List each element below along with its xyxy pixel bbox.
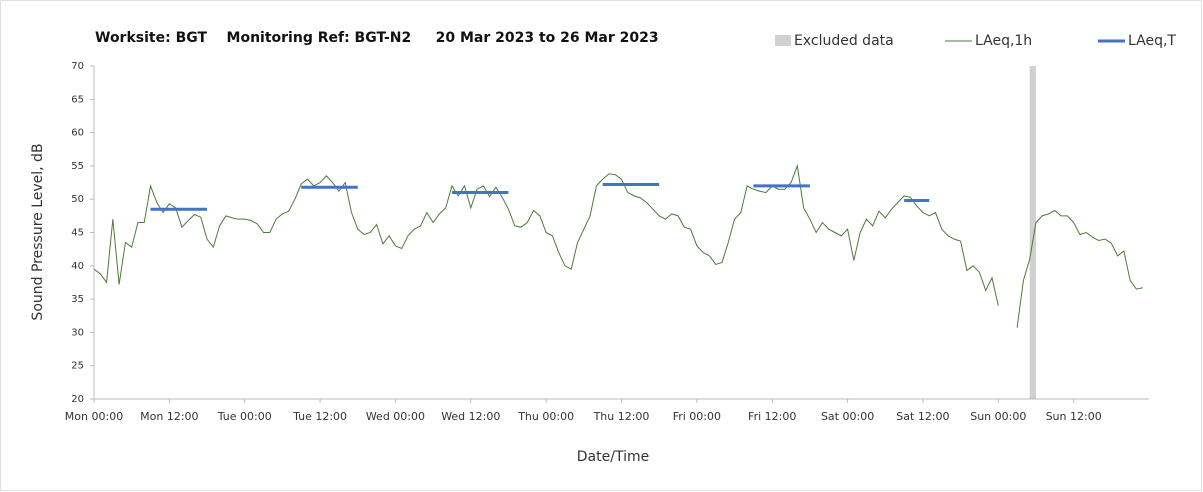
- y-tick-label: 65: [71, 94, 84, 105]
- y-tick-label: 35: [71, 294, 84, 305]
- series-line: [93, 163, 1143, 328]
- legend-label: LAeq,1h: [975, 33, 1032, 49]
- y-tick-label: 40: [71, 261, 84, 272]
- x-tick-label: Sat 00:00: [821, 410, 874, 423]
- y-tick-label: 25: [71, 361, 84, 372]
- legend-swatch: [775, 35, 791, 46]
- x-tick-label: Sat 12:00: [896, 410, 949, 423]
- y-tick-label: 20: [71, 394, 84, 405]
- x-tick-label: Mon 00:00: [65, 410, 123, 423]
- x-tick-label: Sun 12:00: [1046, 410, 1102, 423]
- legend-label: LAeq,T: [1128, 33, 1176, 49]
- y-tick-label: 50: [71, 194, 84, 205]
- legend-label: Excluded data: [794, 33, 894, 49]
- x-tick-label: Fri 12:00: [748, 410, 796, 423]
- x-tick-label: Mon 12:00: [140, 410, 198, 423]
- y-tick-label: 60: [71, 128, 84, 139]
- y-tick-label: 45: [71, 228, 84, 239]
- y-tick-label: 55: [71, 161, 84, 172]
- y-tick-label: 70: [71, 61, 84, 72]
- x-tick-label: Fri 00:00: [673, 410, 721, 423]
- y-tick-label: 30: [71, 327, 84, 338]
- x-tick-label: Tue 12:00: [292, 410, 347, 423]
- chart-title: Worksite: BGT Monitoring Ref: BGT-N2 20 …: [95, 30, 659, 46]
- x-tick-label: Thu 00:00: [517, 410, 574, 423]
- x-tick-label: Wed 00:00: [366, 410, 425, 423]
- x-tick-label: Tue 00:00: [217, 410, 272, 423]
- excluded-band: [1029, 66, 1036, 399]
- x-tick-label: Wed 12:00: [441, 410, 500, 423]
- x-tick-label: Thu 12:00: [593, 410, 650, 423]
- x-axis-title: Date/Time: [577, 449, 649, 465]
- y-axis-title: Sound Pressure Level, dB: [30, 143, 46, 320]
- x-tick-label: Sun 00:00: [970, 410, 1026, 423]
